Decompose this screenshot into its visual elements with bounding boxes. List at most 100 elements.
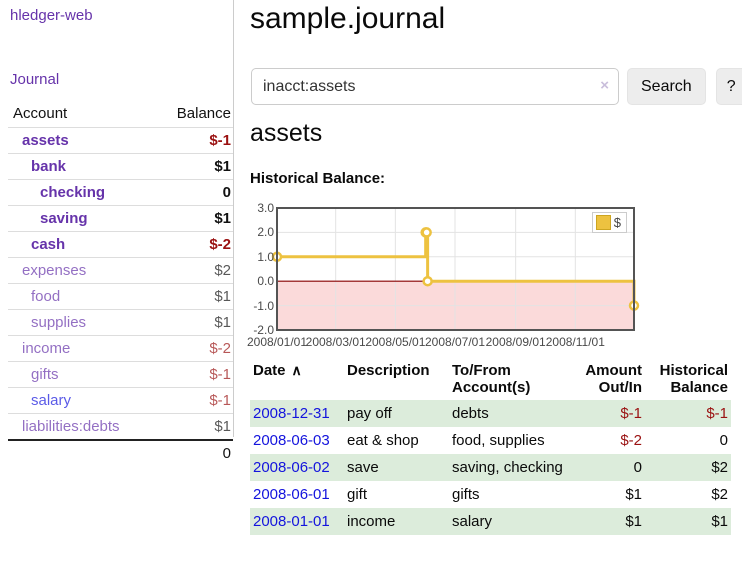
accounts-total-balance: 0 xyxy=(222,445,231,462)
account-row: food $1 xyxy=(8,283,233,310)
register-balance: $1 xyxy=(711,513,728,530)
legend-swatch-icon xyxy=(595,215,611,230)
help-button[interactable]: ? xyxy=(715,68,742,105)
search-input[interactable] xyxy=(251,68,619,105)
register-header-amount: Amount Out/In xyxy=(585,362,642,396)
register-header-description: Description xyxy=(347,362,430,379)
data-point-marker xyxy=(421,227,432,238)
y-tick-label: 1.0 xyxy=(257,249,274,264)
account-link[interactable]: food xyxy=(31,288,61,305)
y-tick-label: -2.0 xyxy=(253,323,274,337)
x-tick-label: 2008/11/01 xyxy=(545,335,605,349)
register-description: income xyxy=(347,513,396,530)
register-accounts: food, supplies xyxy=(452,432,545,449)
register-balance: $2 xyxy=(711,486,728,503)
register-date-link[interactable]: 2008-06-03 xyxy=(253,432,330,449)
x-tick-label: 2008/09/01 xyxy=(485,335,546,349)
account-row: cash $-2 xyxy=(8,231,233,258)
sort-ascending-icon: ∧ xyxy=(291,362,302,378)
account-link[interactable]: expenses xyxy=(22,262,87,279)
account-row: income $-2 xyxy=(8,335,233,362)
account-link[interactable]: income xyxy=(22,340,71,357)
legend-label: $ xyxy=(613,215,621,230)
account-row: gifts $-1 xyxy=(8,361,233,388)
y-tick-label: 2.0 xyxy=(257,225,274,240)
account-balance: $-1 xyxy=(209,132,231,149)
register-row: 2008-01-01 income salary $1 $1 xyxy=(250,508,731,535)
register-description: gift xyxy=(347,486,368,503)
y-tick-label: 3.0 xyxy=(257,201,274,215)
account-link[interactable]: gifts xyxy=(31,366,59,383)
account-link[interactable]: supplies xyxy=(31,314,87,331)
register-description: pay off xyxy=(347,405,392,422)
chart-title: Historical Balance: xyxy=(250,170,386,187)
register-amount: $1 xyxy=(625,513,642,530)
register-description: eat & shop xyxy=(347,432,419,449)
register-amount: 0 xyxy=(633,459,642,476)
register-row: 2008-12-31 pay off debts $-1 $-1 xyxy=(250,400,731,427)
register-accounts: saving, checking xyxy=(452,459,563,476)
register-accounts: debts xyxy=(452,405,489,422)
register-balance: 0 xyxy=(719,432,728,449)
register-amount: $-1 xyxy=(620,405,642,422)
account-row: expenses $2 xyxy=(8,257,233,284)
x-tick-label: 2008/01/01 xyxy=(246,335,308,349)
register-table-body: 2008-12-31 pay off debts $-1 $-1 2008-06-03 ea… xyxy=(250,400,731,535)
account-balance: $-1 xyxy=(209,392,231,409)
register-row: 2008-06-02 save saving, checking 0 $2 xyxy=(250,454,731,481)
register-row: 2008-06-03 eat & shop food, supplies $-2 0 xyxy=(250,427,731,454)
register-accounts: gifts xyxy=(452,486,480,503)
register-balance: $2 xyxy=(711,459,728,476)
register-header-accounts: To/From Account(s) xyxy=(452,362,531,396)
accounts-header-account: Account xyxy=(13,105,68,122)
main-content: sample.journal × Search ? assets Histori… xyxy=(246,0,742,582)
register-date-link[interactable]: 2008-01-01 xyxy=(253,513,330,530)
register-date-link[interactable]: 2008-06-02 xyxy=(253,459,330,476)
account-balance: $-2 xyxy=(209,340,231,357)
account-link[interactable]: cash xyxy=(31,236,66,253)
account-balance: $2 xyxy=(214,262,231,279)
register-amount: $-2 xyxy=(620,432,642,449)
account-balance: $1 xyxy=(214,314,231,331)
register-balance: $-1 xyxy=(706,405,728,422)
account-link[interactable]: checking xyxy=(40,184,106,201)
sidebar-item-journal[interactable]: Journal xyxy=(10,71,60,88)
search-bar: × Search ? xyxy=(251,68,742,105)
account-link[interactable]: assets xyxy=(22,132,69,149)
accounts-table: Account Balance assets $-1 bank $1 checking 0… xyxy=(8,101,233,466)
app-title-link[interactable]: hledger-web xyxy=(10,7,93,24)
register-header-balance: Historical Balance xyxy=(659,362,728,396)
account-link[interactable]: saving xyxy=(40,210,88,227)
accounts-header-balance: Balance xyxy=(176,105,231,122)
register-description: save xyxy=(347,459,379,476)
account-heading: assets xyxy=(250,119,323,147)
plot-border xyxy=(276,207,635,331)
account-row: assets $-1 xyxy=(8,127,233,154)
account-link[interactable]: bank xyxy=(31,158,67,175)
account-link[interactable]: salary xyxy=(31,392,72,409)
x-tick-label: 2008/05/01 xyxy=(365,335,426,349)
x-tick-label: 2008/03/01 xyxy=(305,335,366,349)
register-date-link[interactable]: 2008-06-01 xyxy=(253,486,330,503)
chart-canvas xyxy=(271,207,640,331)
account-balance: $-2 xyxy=(209,236,231,253)
account-row: saving $1 xyxy=(8,205,233,232)
search-button[interactable]: Search xyxy=(627,68,706,105)
account-row: liabilities:debts $1 xyxy=(8,413,233,441)
account-balance: $1 xyxy=(214,158,231,175)
register-header-date[interactable]: Date ∧ xyxy=(253,362,302,379)
y-tick-label: -1.0 xyxy=(253,298,274,313)
chart-legend: $ xyxy=(591,212,627,233)
account-link[interactable]: liabilities:debts xyxy=(22,418,120,435)
accounts-total-row: 0 xyxy=(8,440,233,466)
account-balance: $-1 xyxy=(209,366,231,383)
y-tick-label: 0.0 xyxy=(257,274,274,289)
clear-search-icon[interactable]: × xyxy=(600,77,609,94)
account-row: salary $-1 xyxy=(8,387,233,414)
account-balance: $1 xyxy=(214,210,231,227)
register-amount: $1 xyxy=(625,486,642,503)
register-header-row: Date ∧ Description To/From Account(s) Amo… xyxy=(250,360,731,400)
register-date-link[interactable]: 2008-12-31 xyxy=(253,405,330,422)
data-point-marker xyxy=(422,275,433,287)
